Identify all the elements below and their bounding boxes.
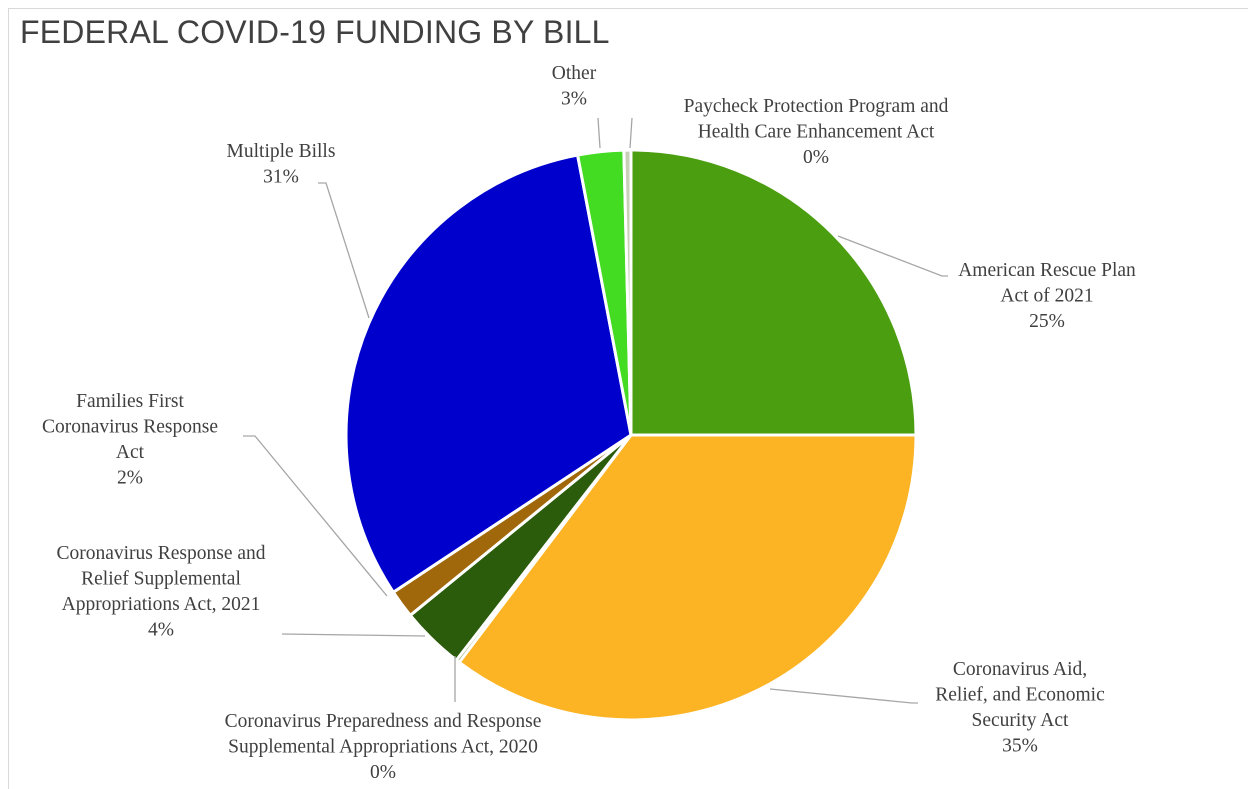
pie-slice-1 [629,148,918,437]
data-label-6: Multiple Bills 31% [227,141,336,188]
leader-line-7 [597,117,601,149]
data-label-7: Other 3% [552,63,597,110]
chart-title: FEDERAL COVID-19 FUNDING BY BILL [20,14,610,50]
pie-slice-8 [622,148,633,437]
data-label-3: Coronavirus Preparedness and Response Sup… [225,711,542,783]
pie-slice-6 [344,153,633,594]
data-label-1: American Rescue Plan Act of 2021 25% [958,260,1136,332]
data-label-5: Families First Coronavirus Response Act 2% [42,391,218,489]
leader-line-6 [318,182,370,319]
pie-slice-2 [457,433,918,722]
leader-line-2 [769,688,918,704]
leader-line-8 [629,117,633,149]
leader-line-1 [837,235,948,277]
data-label-4: Coronavirus Response and Relief Supplemen… [56,543,265,641]
leader-line-4 [281,633,426,637]
data-label-2: Coronavirus Aid, Relief, and Economic Secu… [935,659,1105,757]
chart-frame [8,8,1248,789]
data-label-8: Paycheck Protection Program and Health Ca… [684,96,949,168]
leader-line-5 [243,435,388,597]
